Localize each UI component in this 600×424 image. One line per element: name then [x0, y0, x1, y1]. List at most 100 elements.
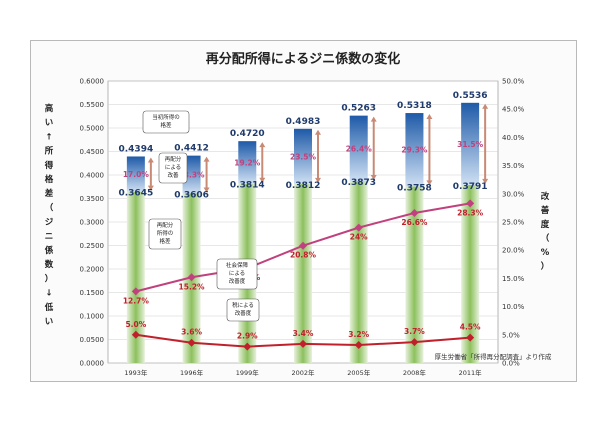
- bar-initial: [126, 156, 145, 192]
- y2-tick-label: 10.0%: [502, 303, 525, 311]
- y-axis-title-char: ）: [45, 273, 54, 284]
- y-tick-label: 0.5000: [80, 125, 105, 133]
- improvement-label: 17.0%: [123, 170, 150, 179]
- callout-text: 当初所得の: [152, 113, 180, 121]
- y2-tick-label: 35.0%: [502, 162, 525, 170]
- bar-initial: [461, 102, 480, 185]
- improvement-arrowhead-down: [203, 187, 210, 193]
- tax-label: 3.2%: [348, 330, 369, 339]
- bar-redistributed: [126, 191, 145, 363]
- callout-box: [216, 258, 258, 290]
- initial-value-label: 0.5318: [397, 101, 432, 111]
- callout-text: 社会保障: [226, 261, 249, 269]
- redistributed-value-label: 0.3758: [397, 183, 432, 193]
- improvement-label: 18.3%: [179, 171, 206, 180]
- initial-value-label: 0.4983: [286, 117, 321, 127]
- y2-tick-label: 20.0%: [502, 247, 525, 255]
- callout-box: [142, 110, 190, 134]
- y2-tick-label: 30.0%: [502, 190, 525, 198]
- bar-initial: [238, 141, 257, 184]
- y-axis-title-char: 所: [44, 146, 54, 157]
- y2-tick-label: 15.0%: [502, 275, 525, 283]
- social-security-label: 28.3%: [457, 208, 484, 217]
- redistributed-value-label: 0.3873: [341, 178, 376, 188]
- improvement-arrowhead-up: [370, 116, 377, 122]
- callout-text: による: [165, 164, 181, 171]
- y-axis-title-char: い: [45, 317, 54, 327]
- improvement-arrowhead-up: [426, 114, 433, 120]
- social-security-point: [131, 287, 140, 296]
- initial-value-label: 0.4412: [174, 144, 209, 154]
- y-tick-label: 0.3500: [80, 195, 105, 203]
- y-axis-title-char: い: [45, 118, 54, 128]
- bar-initial: [349, 115, 368, 181]
- improvement-label: 26.4%: [346, 144, 373, 153]
- improvement-arrowhead-down: [147, 185, 154, 191]
- callout-text: 格差: [160, 121, 172, 129]
- x-tick-label: 2008年: [403, 368, 427, 377]
- callout-text: 格差: [159, 237, 171, 245]
- social-security-label: 12.7%: [123, 296, 150, 305]
- y-axis-title-char: ↑: [45, 132, 52, 142]
- x-tick-label: 2005年: [347, 368, 371, 377]
- social-security-label: 26.6%: [401, 218, 428, 227]
- y-tick-label: 0.3000: [80, 219, 105, 227]
- y-tick-label: 0.5500: [80, 101, 105, 109]
- social-security-point: [354, 223, 363, 232]
- improvement-arrows: [147, 103, 489, 193]
- improvement-label: 23.5%: [290, 152, 317, 161]
- callout-box: [158, 152, 188, 184]
- chart-frame: 17.0% 18.3% 19.2% 23.5% 26.4% 29.3% 31.5% 12.7%…: [30, 40, 577, 382]
- y2-tick-label: 45.0%: [502, 106, 525, 114]
- tax-point: [354, 340, 363, 349]
- y2-axis-title-char: 善: [541, 205, 550, 216]
- tax-label: 5.0%: [125, 320, 146, 329]
- improvement-arrowhead-down: [259, 177, 266, 183]
- y-axis-title-char: 差: [44, 188, 54, 199]
- y2-axis-title-char: 改: [541, 191, 550, 202]
- y-axis-title-char: ニ: [45, 232, 54, 242]
- y-tick-label: 0.2000: [80, 266, 105, 274]
- callout-text: 改善度: [229, 277, 246, 285]
- callout-text: 再配分: [157, 221, 174, 229]
- bar-redistributed: [294, 183, 312, 363]
- y2-axis-title-char: ）: [541, 261, 550, 272]
- y2-tick-label: 40.0%: [502, 134, 525, 142]
- y2-tick-label: 50.0%: [502, 78, 525, 86]
- improvement-arrowhead-up: [259, 142, 266, 148]
- callout-text: 再配分: [165, 155, 182, 163]
- y2-axis-title-char: 度: [541, 219, 550, 230]
- tax-label: 2.9%: [237, 332, 258, 341]
- initial-value-label: 0.5263: [341, 104, 376, 114]
- redistributed-value-label: 0.3606: [174, 191, 209, 201]
- y-tick-label: 0.4500: [80, 148, 105, 156]
- chart-svg: 17.0% 18.3% 19.2% 23.5% 26.4% 29.3% 31.5% 12.7%…: [44, 51, 552, 378]
- improvement-arrowhead-down: [315, 177, 321, 183]
- y2-tick-label: 25.0%: [502, 219, 525, 227]
- callout-text: による: [229, 270, 245, 277]
- improvement-arrowhead-down: [370, 174, 377, 180]
- improvement-label: 19.2%: [234, 158, 261, 167]
- initial-value-label: 0.5536: [453, 91, 488, 101]
- social-security-label: 15.2%: [179, 282, 206, 291]
- axes: 0.0000 0.0500 0.1000 0.1500 0.2000 0.2500 0.30…: [44, 78, 550, 378]
- callout-text: 改善: [167, 171, 179, 179]
- redistributed-value-label: 0.3812: [286, 181, 321, 191]
- improvement-arrowhead-up: [315, 129, 321, 135]
- redistributed-value-label: 0.3791: [453, 182, 488, 192]
- bar-redistributed: [405, 186, 424, 363]
- tax-point: [410, 338, 419, 347]
- social-security-label: 20.8%: [290, 251, 317, 260]
- tax-label: 3.7%: [404, 327, 425, 336]
- y-axis-title-char: 数: [45, 259, 54, 270]
- y2-tick-label: 5.0%: [502, 331, 520, 339]
- x-tick-label: 2011年: [459, 368, 483, 377]
- improvement-arrowhead-down: [426, 180, 433, 186]
- y-tick-label: 0.2500: [80, 242, 105, 250]
- callout-text: 税による: [232, 301, 254, 309]
- tax-point: [187, 338, 196, 347]
- social-security-point: [187, 273, 196, 282]
- improvement-arrowhead-up: [482, 103, 489, 109]
- callout-box: [226, 298, 260, 322]
- improvement-arrowhead-up: [147, 157, 154, 163]
